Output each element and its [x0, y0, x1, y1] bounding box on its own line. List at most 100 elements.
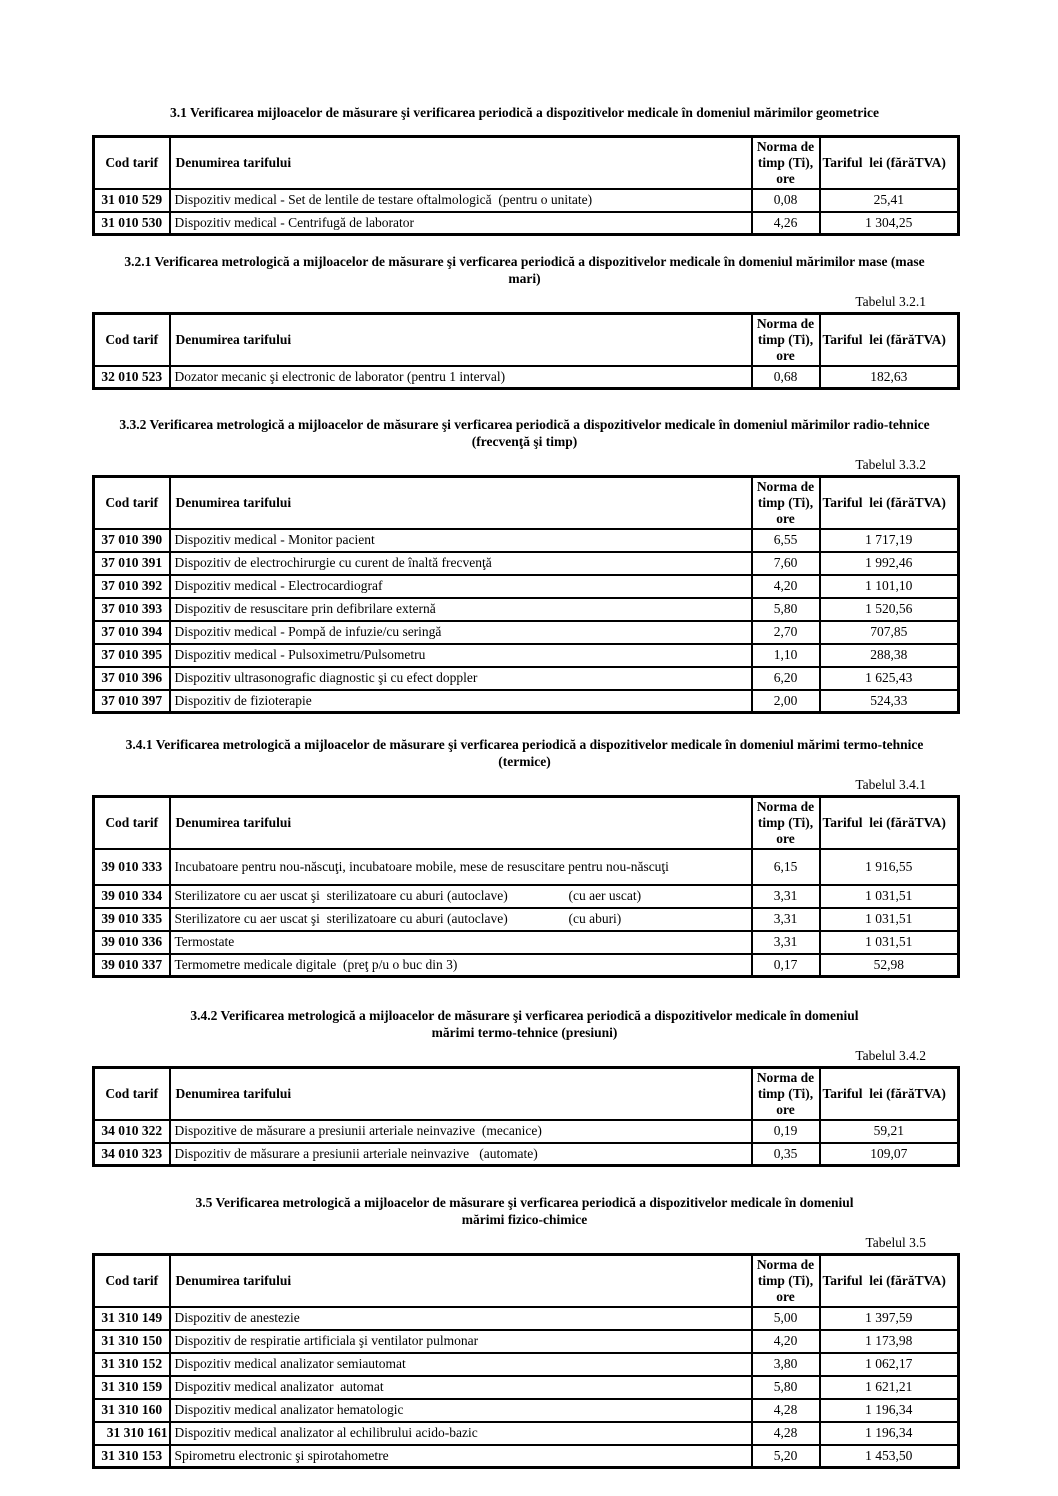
denumirea-cell: Sterilizatore cu aer uscat şi sterilizat…: [168, 906, 753, 932]
tariff-table: Cod tarif Denumirea tarifului Norma de t…: [92, 795, 960, 978]
cod-tarif-cell: 32 010 523: [92, 364, 171, 390]
col-header-denumirea: Denumirea tarifului: [168, 312, 753, 367]
norma-timp-cell: 0,19: [750, 1118, 821, 1144]
denumirea-cell: Dispozitiv medical analizator hematologi…: [168, 1397, 753, 1423]
tarif-lei-cell: 182,63: [818, 364, 960, 390]
norma-timp-cell: 0,68: [750, 364, 821, 390]
cod-tarif-cell: 37 010 390: [92, 527, 171, 553]
table-row: 31 310 152 Dispozitiv medical analizator …: [92, 1351, 960, 1377]
denumirea-cell: Dispozitiv de respiratie artificiala şi …: [168, 1328, 753, 1354]
col-header-denumirea: Denumirea tarifului: [168, 475, 753, 530]
table-row: 34 010 322 Dispozitive de măsurare a pres…: [92, 1118, 960, 1144]
col-header-norma-timp: Norma de timp (Ti), ore: [750, 312, 821, 367]
tarif-lei-cell: 1 717,19: [818, 527, 960, 553]
denumirea-cell: Dispozitiv medical - Set de lentile de t…: [168, 187, 753, 213]
tarif-lei-cell: 1 031,51: [818, 883, 960, 909]
section-3-4-1: 3.4.1 Verificarea metrologică a mijloace…: [92, 736, 960, 978]
denumirea-cell: Dispozitiv de măsurare a presiunii arter…: [168, 1141, 753, 1167]
cod-tarif-cell: 31 310 152: [92, 1351, 171, 1377]
tarif-lei-cell: 1 916,55: [818, 847, 960, 886]
tarif-lei-cell: 707,85: [818, 619, 960, 645]
norma-timp-cell: 3,80: [750, 1351, 821, 1377]
col-header-norma-timp: Norma de timp (Ti), ore: [750, 1253, 821, 1308]
table-row: 37 010 395 Dispozitiv medical - Pulsoxime…: [92, 642, 960, 668]
col-header-norma-timp: Norma de timp (Ti), ore: [750, 475, 821, 530]
table-row: 31 310 161 Dispozitiv medical analizator …: [92, 1420, 960, 1446]
tarif-lei-cell: 109,07: [818, 1141, 960, 1167]
tarif-lei-cell: 1 625,43: [818, 665, 960, 691]
denumirea-cell: Dispozitiv medical analizator automat: [168, 1374, 753, 1400]
table-label: Tabelul 3.2.1: [855, 294, 926, 309]
table-label: Tabelul 3.4.1: [855, 777, 926, 792]
table-row: 37 010 390 Dispozitiv medical - Monitor p…: [92, 527, 960, 553]
table-label: Tabelul 3.5: [865, 1235, 926, 1250]
norma-timp-cell: 6,15: [750, 847, 821, 886]
table-row: 31 010 530 Dispozitiv medical - Centrifug…: [92, 210, 960, 236]
tarif-lei-cell: 59,21: [818, 1118, 960, 1144]
table-label: Tabelul 3.3.2: [855, 457, 926, 472]
table-header-row: Cod tarif Denumirea tarifului Norma de t…: [92, 1253, 960, 1308]
norma-timp-cell: 7,60: [750, 550, 821, 576]
tarif-lei-cell: 25,41: [818, 187, 960, 213]
tariff-table: Cod tarif Denumirea tarifului Norma de t…: [92, 312, 960, 390]
table-row: 37 010 396 Dispozitiv ultrasonografic dia…: [92, 665, 960, 691]
section-3-3-2: 3.3.2 Verificarea metrologică a mijloace…: [92, 416, 960, 714]
cod-tarif-cell: 31 310 161: [92, 1420, 171, 1446]
tariff-table: Cod tarif Denumirea tarifului Norma de t…: [92, 135, 960, 236]
norma-timp-cell: 3,31: [750, 906, 821, 932]
norma-timp-cell: 4,20: [750, 1328, 821, 1354]
col-header-tarif-lei: Tariful lei (fărăTVA): [818, 475, 960, 530]
table-row: 31 010 529 Dispozitiv medical - Set de le…: [92, 187, 960, 213]
norma-timp-cell: 6,20: [750, 665, 821, 691]
col-header-tarif-lei: Tariful lei (fărăTVA): [818, 135, 960, 190]
denumirea-cell: Dispozitiv medical - Electrocardiograf: [168, 573, 753, 599]
cod-tarif-cell: 37 010 397: [92, 688, 171, 714]
tarif-lei-cell: 1 196,34: [818, 1397, 960, 1423]
col-header-norma-timp: Norma de timp (Ti), ore: [750, 795, 821, 850]
table-header-row: Cod tarif Denumirea tarifului Norma de t…: [92, 1066, 960, 1121]
section-3-4-2: 3.4.2 Verificarea metrologică a mijloace…: [92, 1007, 960, 1167]
section-heading: 3.2.1 Verificarea metrologică a mijloace…: [124, 254, 925, 286]
col-header-cod-tarif: Cod tarif: [92, 475, 171, 530]
section-heading: 3.1 Verificarea mijloacelor de măsurare …: [170, 105, 879, 120]
tarif-lei-cell: 1 173,98: [818, 1328, 960, 1354]
table-header-row: Cod tarif Denumirea tarifului Norma de t…: [92, 795, 960, 850]
denumirea-cell: Dispozitiv de anestezie: [168, 1305, 753, 1331]
table-row: 34 010 323 Dispozitiv de măsurare a presi…: [92, 1141, 960, 1167]
norma-timp-cell: 3,31: [750, 929, 821, 955]
table-row: 39 010 336 Termostate 3,31 1 031,51: [92, 929, 960, 955]
norma-timp-cell: 5,80: [750, 596, 821, 622]
denumirea-cell: Termostate: [168, 929, 753, 955]
norma-timp-cell: 5,20: [750, 1443, 821, 1469]
cod-tarif-cell: 39 010 337: [92, 952, 171, 978]
norma-timp-cell: 5,80: [750, 1374, 821, 1400]
table-row: 31 310 149 Dispozitiv de anestezie 5,00 1 3…: [92, 1305, 960, 1331]
cod-tarif-cell: 31 310 160: [92, 1397, 171, 1423]
table-row: 37 010 397 Dispozitiv de fizioterapie 2,00…: [92, 688, 960, 714]
col-header-denumirea: Denumirea tarifului: [168, 1066, 753, 1121]
cod-tarif-cell: 31 310 153: [92, 1443, 171, 1469]
table-header-row: Cod tarif Denumirea tarifului Norma de t…: [92, 135, 960, 190]
norma-timp-cell: 4,28: [750, 1420, 821, 1446]
col-header-denumirea: Denumirea tarifului: [168, 135, 753, 190]
col-header-tarif-lei: Tariful lei (fărăTVA): [818, 312, 960, 367]
tarif-lei-cell: 1 992,46: [818, 550, 960, 576]
tarif-lei-cell: 1 031,51: [818, 906, 960, 932]
cod-tarif-cell: 39 010 334: [92, 883, 171, 909]
norma-timp-cell: 6,55: [750, 527, 821, 553]
tarif-lei-cell: 288,38: [818, 642, 960, 668]
col-header-norma-timp: Norma de timp (Ti), ore: [750, 1066, 821, 1121]
table-row: 37 010 393 Dispozitiv de resuscitare prin…: [92, 596, 960, 622]
norma-timp-cell: 4,28: [750, 1397, 821, 1423]
cod-tarif-cell: 34 010 323: [92, 1141, 171, 1167]
norma-timp-cell: 5,00: [750, 1305, 821, 1331]
table-row: 31 310 159 Dispozitiv medical analizator …: [92, 1374, 960, 1400]
cod-tarif-cell: 39 010 333: [92, 847, 171, 886]
denumirea-cell: Dispozitiv de fizioterapie: [168, 688, 753, 714]
col-header-cod-tarif: Cod tarif: [92, 312, 171, 367]
tariff-table: Cod tarif Denumirea tarifului Norma de t…: [92, 475, 960, 714]
tarif-lei-cell: 1 196,34: [818, 1420, 960, 1446]
table-header-row: Cod tarif Denumirea tarifului Norma de t…: [92, 475, 960, 530]
denumirea-cell: Spirometru electronic şi spirotahometre: [168, 1443, 753, 1469]
